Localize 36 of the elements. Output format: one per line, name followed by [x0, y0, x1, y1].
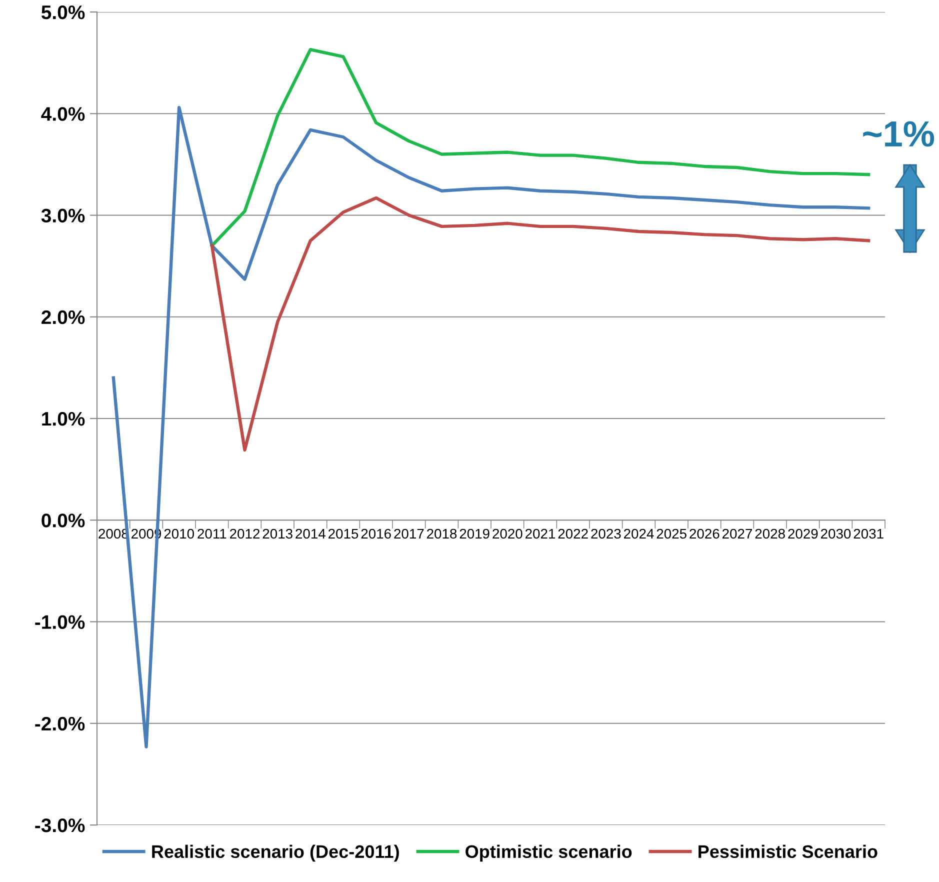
legend-label: Pessimistic Scenario	[698, 844, 878, 858]
y-tick-label: -2.0%	[35, 716, 85, 731]
x-tick-label: 2023	[591, 528, 621, 539]
x-tick-label: 2018	[427, 528, 457, 539]
x-tick-label: 2031	[854, 528, 884, 539]
x-tick-label: 2016	[361, 528, 391, 539]
x-tick-label: 2025	[656, 528, 686, 539]
x-tick-label: 2019	[460, 528, 490, 539]
x-tick-label: 2011	[198, 528, 226, 539]
annotation: ~1%	[863, 121, 934, 147]
x-tick-label: 2014	[296, 528, 326, 539]
y-tick-label: 1.0%	[42, 412, 85, 426]
x-tick-label: 2010	[164, 528, 194, 539]
x-tick-label: 2020	[492, 528, 522, 539]
x-tick-label: 2012	[230, 528, 260, 539]
y-tick-label: 5.0%	[41, 5, 85, 20]
x-tick-label: 2029	[788, 528, 818, 539]
y-tick-label: 4.0%	[41, 107, 85, 121]
x-tick-label: 2026	[690, 528, 720, 539]
legend-label: Realistic scenario (Dec-2011)	[152, 844, 399, 862]
x-tick-label: 2030	[821, 528, 851, 539]
x-tick-label: 2028	[755, 528, 785, 539]
x-tick-label: 2015	[328, 528, 358, 539]
y-tick-label: -1.0%	[35, 615, 85, 629]
x-tick-label: 2027	[722, 528, 752, 539]
line-series	[210, 196, 870, 452]
x-tick-label: 2024	[624, 528, 654, 539]
y-tick-label: -3.0%	[35, 818, 85, 832]
x-tick-label: 2021	[526, 528, 556, 539]
y-tick-label: 2.0%	[42, 310, 85, 324]
legend-label: Optimistic scenario	[466, 844, 632, 862]
x-tick-label: 2017	[394, 528, 424, 539]
y-tick-label: 0.0%	[42, 514, 85, 528]
x-tick-label: 2022	[558, 528, 588, 539]
y-tick-label: 3.0%	[41, 208, 85, 223]
x-tick-label: 2013	[262, 528, 292, 539]
